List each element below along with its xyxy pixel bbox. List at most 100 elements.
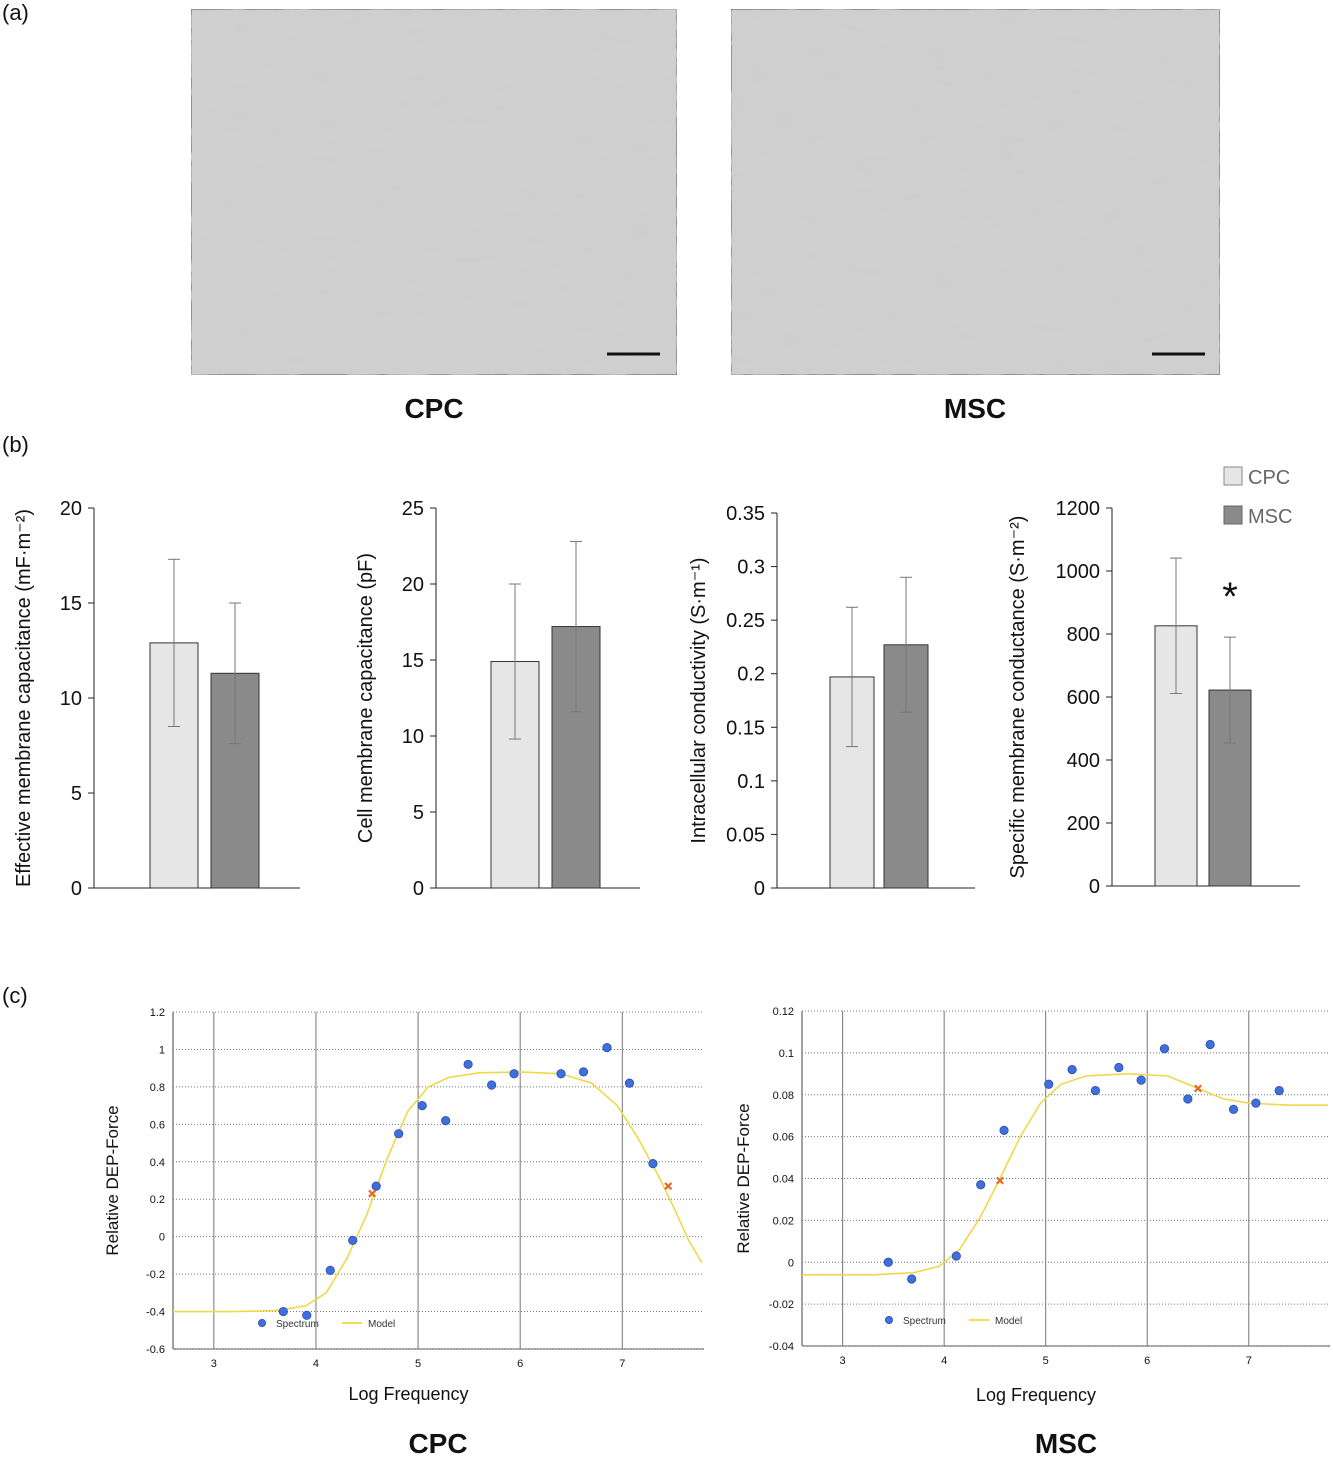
y-axis-label: Specific membrane conductance (S·m⁻²) (1007, 516, 1029, 879)
y-tick-label: 0.06 (773, 1132, 794, 1144)
spectrum-point (348, 1235, 358, 1246)
x-tick-label: 7 (1246, 1355, 1252, 1367)
spectrum-point (302, 1310, 312, 1320)
y-tick-label: 1 (159, 1044, 165, 1056)
legend-marker-spectrum (257, 1319, 266, 1328)
y-tick-label: 5 (413, 802, 424, 824)
legend-label-model: Model (995, 1316, 1022, 1327)
spectrum-point (907, 1274, 917, 1284)
spectrum-point (1159, 1044, 1170, 1054)
spectrum-point (578, 1067, 589, 1077)
x-tick-label: 6 (517, 1358, 523, 1370)
y-tick-label: 1.2 (150, 1007, 165, 1019)
spectrum-point (441, 1115, 451, 1126)
legend-label-spectrum: Spectrum (276, 1319, 319, 1330)
y-axis-label: Cell membrane capacitance (pF) (355, 553, 377, 843)
bar-chart-1: 0 5 10 15 20 Effective membrane capacitance (… (13, 498, 300, 900)
micrograph-caption-cpc: CPC (404, 393, 463, 424)
spectrum-point (1136, 1075, 1146, 1085)
y-tick-label: 0.1 (779, 1048, 794, 1060)
y-tick-label: 10 (60, 688, 82, 710)
y-tick-label: 0 (413, 878, 424, 900)
legend-label-model: Model (368, 1319, 395, 1330)
y-tick-label: 0.8 (150, 1082, 165, 1094)
y-tick-label: 0.02 (773, 1215, 794, 1227)
y-tick-label: 20 (60, 498, 82, 520)
y-axis-label: Relative DEP-Force (103, 1105, 122, 1255)
spectrum-point (976, 1180, 986, 1190)
micrograph-cpc-image (190, 8, 678, 376)
dep-charts: -0.6 -0.4 -0.2 0 0.2 0.4 0.6 0.8 1 1.2 3 4 5 6 7 Spectr… (103, 1006, 1330, 1405)
micrograph-cpc (190, 8, 678, 376)
legend-label-cpc: CPC (1248, 467, 1290, 489)
spectrum-point (999, 1125, 1009, 1135)
spectrum-point (278, 1306, 288, 1317)
spectrum-point (602, 1042, 612, 1053)
y-tick-label: 0 (71, 878, 82, 900)
y-tick-label: 0 (159, 1232, 165, 1244)
spectrum-point (951, 1251, 961, 1261)
y-tick-label: 1200 (1056, 498, 1101, 520)
y-tick-label: -0.4 (146, 1307, 165, 1319)
y-tick-label: 20 (402, 574, 424, 596)
y-tick-label: 0.05 (726, 824, 765, 846)
y-tick-label: 0.04 (773, 1174, 794, 1186)
y-tick-label: 1000 (1056, 561, 1101, 583)
y-tick-label: -0.04 (769, 1341, 794, 1353)
spectrum-point (624, 1078, 635, 1088)
spectrum-point (883, 1257, 893, 1267)
spectrum-point (556, 1069, 566, 1079)
spectrum-point (1228, 1104, 1239, 1115)
panel-label-a: (a) (2, 0, 29, 25)
y-tick-label: 0.1 (737, 771, 765, 793)
spectrum-point (325, 1265, 335, 1275)
bar-chart-4: 0 200 400 600 800 1000 1200 Specific membrane c… (1007, 498, 1300, 898)
x-axis-label: Log Frequency (976, 1385, 1096, 1405)
dep-caption-msc: MSC (1035, 1428, 1097, 1457)
bar-chart-3: 0 0.05 0.1 0.15 0.2 0.25 0.3 0.35 Intracellular … (688, 503, 975, 900)
x-tick-label: 6 (1144, 1355, 1150, 1367)
x-tick-label: 4 (313, 1358, 319, 1370)
spectrum-point (1205, 1039, 1215, 1050)
y-tick-label: -0.6 (146, 1344, 165, 1356)
y-tick-label: 0.12 (773, 1006, 794, 1018)
significance-star: * (1222, 575, 1238, 619)
y-tick-label: 0.15 (726, 717, 765, 739)
y-tick-label: 10 (402, 726, 424, 748)
y-tick-label: 0.35 (726, 503, 765, 525)
y-tick-label: 25 (402, 498, 424, 520)
y-tick-label: 15 (60, 593, 82, 615)
y-tick-label: -0.2 (146, 1269, 165, 1281)
model-marker (996, 1176, 1004, 1185)
y-tick-label: 0.6 (150, 1119, 165, 1131)
x-tick-label: 5 (415, 1358, 421, 1370)
y-tick-label: -0.02 (769, 1299, 794, 1311)
spectrum-point (1274, 1085, 1284, 1096)
x-axis-label: Log Frequency (348, 1384, 468, 1404)
y-tick-label: 0.08 (773, 1090, 794, 1102)
legend-marker-spectrum (885, 1316, 894, 1325)
legend-label-spectrum: Spectrum (903, 1316, 946, 1327)
dep-caption-cpc: CPC (408, 1428, 467, 1457)
spectrum-point (1044, 1079, 1054, 1089)
dep-chart-1: -0.6 -0.4 -0.2 0 0.2 0.4 0.6 0.8 1 1.2 3 4 5 6 7 Spectr… (103, 1007, 704, 1404)
y-tick-label: 0.4 (150, 1157, 165, 1169)
model-marker (368, 1189, 377, 1198)
panel-label-c: (c) (2, 983, 28, 1008)
y-axis-label: Effective membrane capacitance (mF·m⁻²) (13, 509, 35, 887)
legend-label-msc: MSC (1248, 506, 1292, 528)
y-axis-label: Intracellular conductivity (S·m⁻¹) (688, 557, 710, 843)
spectrum-point (371, 1181, 381, 1191)
x-tick-label: 3 (840, 1355, 846, 1367)
bar-chart-2: 0 5 10 15 20 25 Cell membrane capacitance (pF) (355, 498, 640, 900)
model-marker (664, 1182, 673, 1191)
spectrum-point (394, 1129, 404, 1139)
y-tick-label: 0 (754, 878, 765, 900)
spectrum-point (1114, 1062, 1124, 1073)
y-tick-label: 5 (71, 783, 82, 805)
y-tick-label: 0.3 (737, 557, 765, 579)
spectrum-point (417, 1101, 427, 1111)
y-tick-label: 400 (1067, 750, 1100, 772)
y-tick-label: 15 (402, 650, 424, 672)
